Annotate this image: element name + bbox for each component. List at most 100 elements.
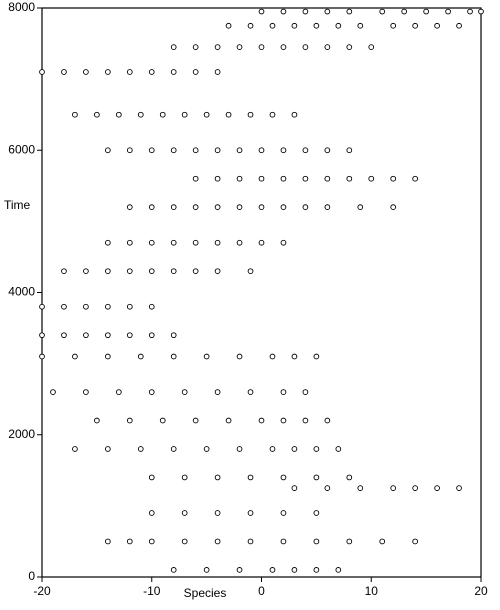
- point: [104, 538, 111, 545]
- point: [346, 175, 353, 182]
- point: [115, 389, 122, 395]
- point: [368, 175, 375, 182]
- point: [313, 538, 320, 545]
- point: [335, 567, 342, 573]
- x-tick-label: -10: [143, 584, 161, 598]
- point: [83, 389, 89, 395]
- point: [72, 111, 78, 118]
- point: [170, 239, 177, 246]
- point: [104, 147, 111, 154]
- point: [291, 22, 298, 29]
- point: [379, 538, 386, 545]
- point: [214, 474, 221, 481]
- point: [357, 204, 364, 211]
- point: [346, 474, 353, 481]
- point: [203, 111, 210, 118]
- point: [170, 268, 177, 275]
- point: [104, 303, 111, 310]
- point: [126, 417, 133, 424]
- point: [126, 204, 133, 211]
- point: [126, 147, 133, 154]
- point: [291, 446, 298, 452]
- point: [126, 332, 133, 339]
- point: [324, 44, 331, 50]
- point: [181, 538, 188, 545]
- point: [423, 8, 429, 15]
- point: [148, 69, 155, 75]
- y-tick-label: 4000: [8, 285, 35, 299]
- point: [280, 510, 287, 516]
- point: [247, 538, 254, 545]
- point: [159, 417, 166, 424]
- point: [137, 111, 144, 118]
- point: [269, 353, 276, 360]
- point: [247, 474, 254, 481]
- point: [269, 446, 276, 452]
- point: [324, 417, 331, 424]
- point: [115, 111, 122, 118]
- x-axis-label: Species: [184, 586, 227, 600]
- point: [192, 44, 199, 50]
- point: [61, 268, 67, 275]
- point: [170, 332, 177, 339]
- point: [72, 446, 78, 452]
- point: [247, 22, 254, 29]
- point: [280, 44, 287, 50]
- point: [181, 389, 188, 395]
- point: [203, 446, 210, 452]
- point: [39, 332, 45, 339]
- point: [225, 22, 232, 29]
- point: [390, 485, 397, 491]
- point: [104, 239, 111, 246]
- plot-frame: [41, 7, 482, 578]
- point: [170, 44, 177, 50]
- point: [61, 303, 67, 310]
- point: [39, 303, 45, 310]
- point: [236, 44, 243, 50]
- point: [236, 353, 243, 360]
- point: [456, 22, 462, 29]
- point: [104, 446, 111, 452]
- point: [324, 485, 331, 491]
- y-tick-label: 6000: [8, 142, 35, 156]
- point: [313, 22, 320, 29]
- point: [104, 353, 111, 360]
- point: [39, 69, 45, 75]
- point: [291, 567, 298, 573]
- point: [214, 175, 221, 182]
- point: [148, 332, 155, 339]
- point: [94, 417, 100, 424]
- point: [302, 8, 309, 15]
- point: [258, 44, 265, 50]
- point: [412, 175, 419, 182]
- point: [269, 567, 276, 573]
- point: [181, 474, 188, 481]
- point: [269, 111, 276, 118]
- point: [192, 69, 199, 75]
- point: [258, 239, 265, 246]
- point: [247, 268, 254, 275]
- point: [291, 485, 298, 491]
- point: [346, 8, 353, 15]
- y-tick-label: 8000: [8, 0, 35, 14]
- point: [192, 417, 199, 424]
- x-tick-label: 10: [365, 584, 379, 598]
- point: [379, 8, 386, 15]
- point: [412, 538, 419, 545]
- point: [236, 567, 243, 573]
- point: [269, 22, 276, 29]
- point: [72, 353, 78, 360]
- point: [83, 268, 89, 275]
- point: [148, 538, 155, 545]
- point: [236, 147, 243, 154]
- point: [192, 268, 199, 275]
- point: [324, 175, 331, 182]
- point: [104, 69, 111, 75]
- point: [324, 204, 331, 211]
- point: [346, 538, 353, 545]
- point: [126, 538, 133, 545]
- point: [324, 8, 331, 15]
- point: [148, 303, 155, 310]
- point: [181, 111, 188, 118]
- point: [236, 239, 243, 246]
